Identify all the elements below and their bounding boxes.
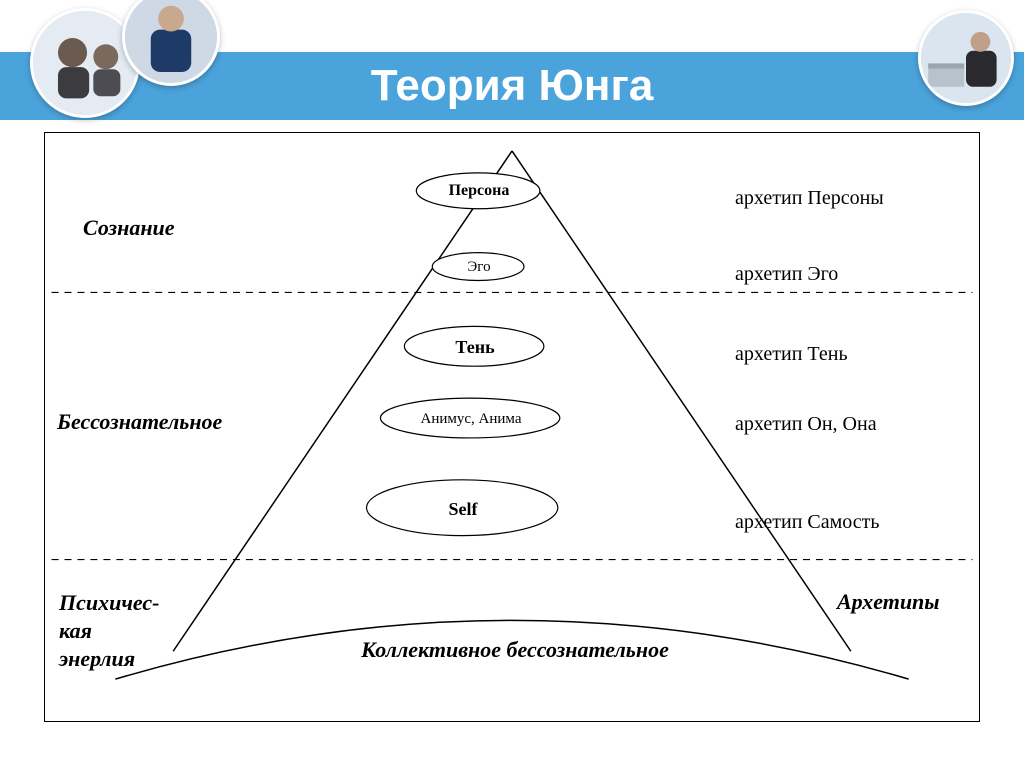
node-anima-label: Анимус, Анима: [381, 411, 561, 428]
right-label-shadow: архетип Тень: [735, 343, 848, 366]
psychic-line-2: кая: [59, 618, 92, 643]
node-self-label: Self: [367, 499, 559, 520]
right-label-persona: архетип Персоны: [735, 187, 884, 210]
right-label-anima: архетип Он, Она: [735, 413, 877, 436]
node-persona-label: Персона: [417, 182, 541, 200]
diagram-box: Персона Эго Тень Анимус, Анима Self Созн…: [44, 132, 980, 722]
node-shadow-label: Тень: [405, 337, 545, 358]
left-label-unconscious: Бессознательное: [57, 409, 222, 435]
base-label-collective: Коллективное бессознательное: [315, 637, 715, 663]
right-label-ego: архетип Эго: [735, 263, 838, 286]
psychic-line-1: Психичес-: [59, 590, 159, 615]
right-label-self: архетип Самость: [735, 511, 880, 534]
left-label-psychic-energy: Психичес- кая энерлия: [59, 589, 209, 673]
triangle-right: [512, 151, 851, 651]
left-label-consciousness: Сознание: [83, 215, 175, 241]
node-ego-label: Эго: [433, 259, 525, 276]
page-title: Теория Юнга: [371, 61, 654, 111]
right-bottom-archetypes: Архетипы: [837, 589, 940, 615]
photo-circle-3: [918, 10, 1014, 106]
psychic-line-3: энерлия: [59, 646, 135, 671]
